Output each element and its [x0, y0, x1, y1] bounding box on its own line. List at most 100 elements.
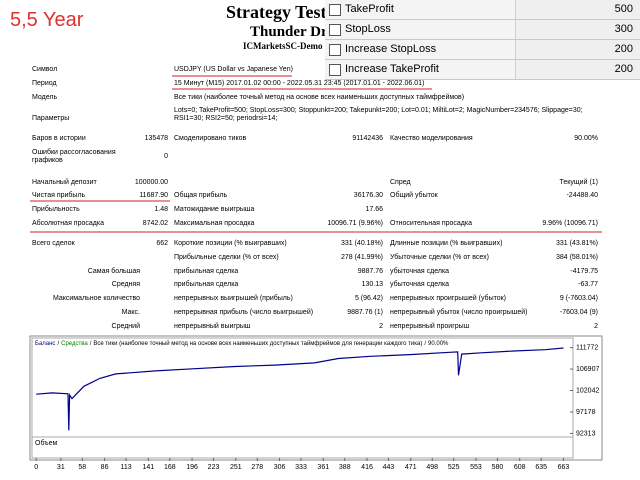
parameter-row: Increase StopLoss 200: [325, 40, 640, 60]
report-cell: 331 (43.81%): [555, 240, 598, 247]
report-label: Прибыльные сделки (% от всех): [174, 254, 279, 261]
report-cell: Короткие позиции (% выигравших): [174, 240, 287, 247]
report-cell: 8742.02: [142, 220, 168, 227]
report-cell: непрерывный выигрыш: [174, 323, 251, 330]
x-tick-label: 333: [295, 464, 307, 471]
report-cell: 1.48: [154, 206, 168, 213]
report-label: Ошибки рассогласования графиков: [32, 149, 116, 164]
checkbox[interactable]: [329, 44, 341, 56]
parameter-name: TakeProfit: [345, 3, 394, 15]
x-tick-label: 141: [142, 464, 154, 471]
parameter-row: Increase TakeProfit 200: [325, 60, 640, 80]
parameter-value[interactable]: 500: [515, 0, 640, 19]
x-tick-label: 553: [470, 464, 482, 471]
report-label: Модель: [32, 94, 58, 101]
report-cell: 130.13: [361, 281, 383, 288]
report-cell: Качество моделирования: [390, 135, 473, 142]
overlay-label: 5,5 Year: [10, 9, 84, 31]
checkbox[interactable]: [329, 4, 341, 16]
report-cell: 11687.90: [139, 192, 168, 199]
report-cell: непрерывный убыток (число проигрышей): [390, 309, 528, 316]
legend-entry: Средства: [61, 341, 88, 347]
report-cell: Спред: [390, 179, 411, 186]
x-tick-label: 471: [405, 464, 417, 471]
parameters-panel: TakeProfit 500 StopLoss 300 Increase StopLos…: [325, 0, 640, 80]
report-cell: Текущий (1): [559, 179, 599, 186]
report-cell: 5 (96.42): [354, 295, 383, 302]
expert-name: Thunder Dr: [250, 24, 328, 40]
report-label: Параметры: [32, 115, 70, 122]
report-label: Самая большая: [87, 268, 140, 275]
report-cell: прибыльная сделка: [174, 268, 239, 275]
x-tick-label: 388: [339, 464, 351, 471]
report-cell: Относительная просадка: [390, 220, 472, 227]
parameter-value[interactable]: 200: [515, 40, 640, 59]
y-tick-label: 97178: [576, 409, 596, 416]
report-cell: -63.77: [578, 281, 598, 288]
parameter-row: StopLoss 300: [325, 20, 640, 40]
x-tick-label: 498: [426, 464, 438, 471]
report-label: Средняя: [111, 281, 140, 288]
x-tick-label: 416: [361, 464, 373, 471]
x-tick-label: 0: [34, 464, 38, 471]
y-tick-label: 92313: [576, 430, 596, 437]
parameter-value[interactable]: 200: [515, 60, 640, 79]
report-cell: убыточная сделка: [390, 268, 450, 275]
report-label: Период: [32, 80, 57, 87]
report-label: Прибыльность: [32, 206, 80, 213]
report-cell: Общая прибыль: [174, 192, 228, 199]
x-tick-label: 223: [208, 464, 220, 471]
report-cell: Общий убыток: [390, 192, 438, 199]
x-tick-label: 251: [230, 464, 242, 471]
report-label: Баров в истории: [32, 135, 86, 142]
report-cell: прибыльная сделка: [174, 281, 239, 288]
report-label: Средний: [111, 323, 140, 330]
plot-area: [31, 337, 574, 459]
x-tick-label: 168: [164, 464, 176, 471]
report-cell: 36176.30: [353, 192, 383, 199]
report-cell: 90.00%: [574, 135, 598, 142]
x-tick-label: 361: [317, 464, 329, 471]
legend-separator: /: [57, 341, 59, 347]
report-cell: 2: [594, 323, 598, 330]
report-cell: Все тики (наиболее точный метод на основ…: [174, 94, 465, 101]
legend-entry: Все тики (наиболее точный метод на основ…: [93, 340, 422, 347]
x-tick-label: 635: [535, 464, 547, 471]
report-cell: 331 (40.18%): [340, 240, 383, 247]
report-cell: 384 (58.01%): [555, 254, 598, 261]
x-tick-label: 306: [274, 464, 286, 471]
checkbox[interactable]: [329, 24, 341, 36]
report-label: Символ: [32, 66, 58, 73]
y-tick-label: 102042: [576, 387, 599, 394]
report-cell: USDJPY (US Dollar vs Japanese Yen): [174, 66, 293, 73]
report-cell: 0: [164, 153, 168, 160]
report-label: Абсолютная просадка: [32, 220, 104, 227]
x-tick-label: 608: [514, 464, 526, 471]
report-label: Макс.: [121, 309, 140, 316]
checkbox[interactable]: [329, 64, 341, 76]
x-tick-label: 525: [448, 464, 460, 471]
server-name: ICMarketsSC-Demo: [243, 41, 323, 51]
report-label: Всего сделок: [32, 240, 75, 247]
report-cell: Смоделировано тиков: [174, 135, 247, 142]
report-cell: 100000.00: [134, 179, 168, 186]
legend-entry: 90.00%: [428, 341, 449, 347]
report-cell: -4179.75: [570, 268, 598, 275]
report-cell: непрерывный проигрыш: [390, 323, 470, 330]
legend-separator: /: [90, 341, 92, 347]
report-cell: Lots=0; TakeProfit=500; StopLoss=300; St…: [174, 107, 583, 122]
x-tick-label: 31: [57, 464, 65, 471]
report-cell: Убыточные сделки (% от всех): [390, 254, 489, 261]
report-cell: непрерывных проигрышей (убыток): [390, 295, 507, 302]
parameter-name: Increase TakeProfit: [345, 63, 439, 75]
x-tick-label: 58: [78, 464, 86, 471]
report-cell: 9887.76: [357, 268, 383, 275]
legend: Баланс / Средства / Все тики (наиболее точны…: [35, 340, 449, 347]
report-cell: убыточная сделка: [390, 281, 450, 288]
parameter-value[interactable]: 300: [515, 20, 640, 39]
report-cell: 662: [156, 240, 168, 247]
x-tick-label: 86: [101, 464, 109, 471]
